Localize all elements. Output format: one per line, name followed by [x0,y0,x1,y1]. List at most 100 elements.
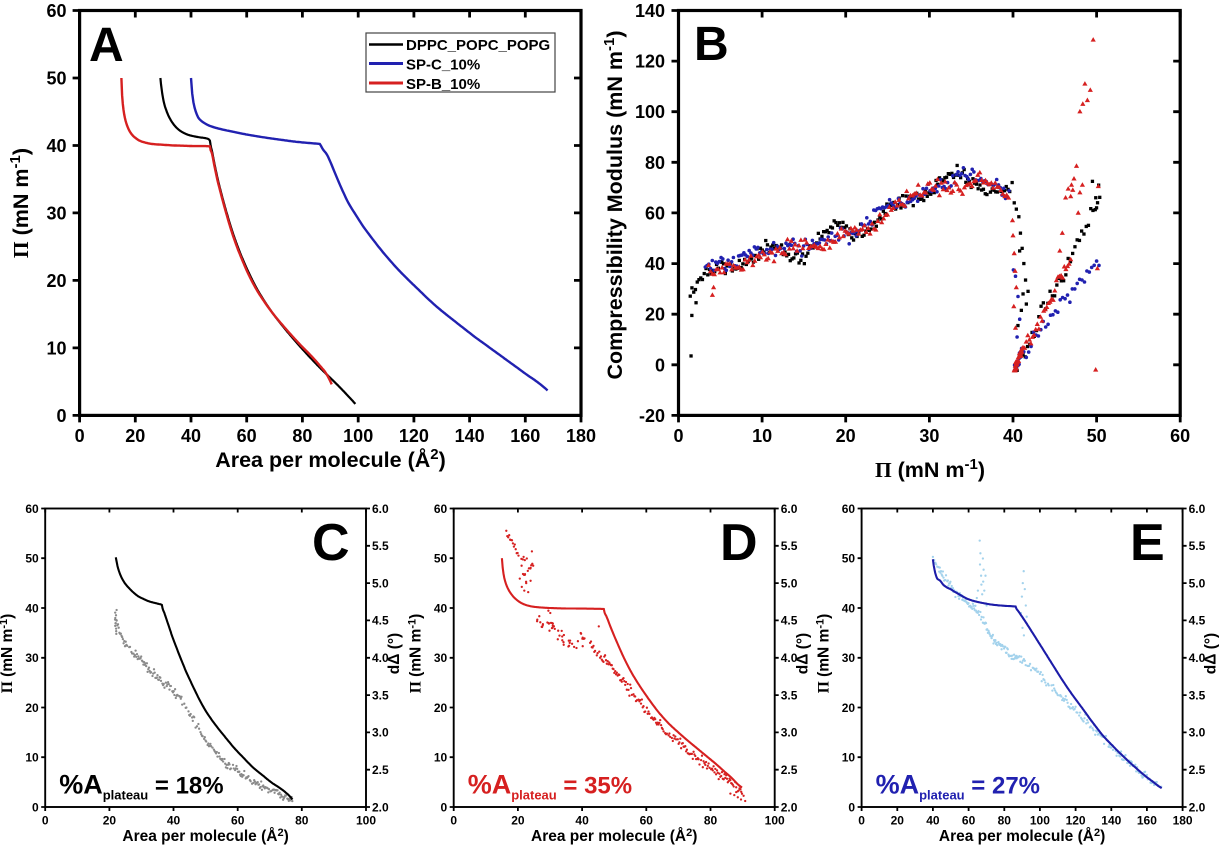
svg-text:Area per molecule (Å2): Area per molecule (Å2) [531,827,697,845]
svg-text:180: 180 [1173,814,1193,828]
svg-text:0: 0 [450,814,457,828]
svg-text:10: 10 [434,751,448,765]
svg-text:40: 40 [926,814,940,828]
svg-text:30: 30 [46,203,66,223]
svg-text:60: 60 [25,502,39,516]
svg-text:3.5: 3.5 [1189,688,1206,702]
svg-text:5.5: 5.5 [372,539,389,553]
svg-text:B: B [694,18,729,71]
svg-text:2.0: 2.0 [1189,800,1206,814]
svg-text:5.0: 5.0 [372,576,389,590]
svg-text:-20: -20 [639,406,665,426]
svg-text:D: D [720,514,758,572]
svg-text:40: 40 [181,426,201,446]
svg-text:40: 40 [1003,426,1023,446]
svg-text:SP-C_10%: SP-C_10% [406,57,480,74]
svg-text:2.5: 2.5 [372,763,389,777]
svg-text:10: 10 [46,338,66,358]
svg-text:20: 20 [125,426,145,446]
svg-text:50: 50 [1087,426,1107,446]
svg-text:Π (mN m-1): Π (mN m-1) [0,614,16,694]
svg-text:5.0: 5.0 [781,576,798,590]
svg-text:6.0: 6.0 [781,502,798,516]
svg-text:E: E [1130,514,1165,572]
svg-text:180: 180 [566,426,596,446]
svg-text:120: 120 [399,426,429,446]
svg-text:6.0: 6.0 [1189,502,1206,516]
svg-text:20: 20 [836,426,856,446]
svg-text:120: 120 [1066,814,1086,828]
svg-text:60: 60 [645,203,665,223]
svg-text:80: 80 [292,426,312,446]
svg-text:50: 50 [46,69,66,89]
svg-text:60: 60 [46,1,66,21]
svg-text:Compressibility Modulus (mN m-: Compressibility Modulus (mN m-1) [601,30,627,379]
svg-text:60: 60 [1170,426,1190,446]
svg-text:30: 30 [842,651,856,665]
svg-text:20: 20 [25,701,39,715]
svg-text:2.5: 2.5 [1189,763,1206,777]
svg-text:20: 20 [842,701,856,715]
svg-text:60: 60 [231,814,245,828]
svg-text:4.0: 4.0 [781,651,798,665]
svg-text:A: A [89,19,124,72]
svg-text:3.5: 3.5 [781,688,798,702]
svg-text:0: 0 [655,355,665,375]
svg-text:80: 80 [998,814,1012,828]
svg-text:60: 60 [237,426,257,446]
svg-text:0: 0 [75,426,85,446]
svg-text:40: 40 [25,601,39,615]
svg-text:0: 0 [42,814,49,828]
svg-text:100: 100 [1030,814,1050,828]
svg-text:3.5: 3.5 [372,688,389,702]
svg-text:4.5: 4.5 [372,614,389,628]
svg-text:3.0: 3.0 [1189,726,1206,740]
svg-text:100: 100 [635,102,665,122]
svg-text:160: 160 [1137,814,1157,828]
svg-text:100: 100 [765,814,785,828]
svg-text:60: 60 [962,814,976,828]
svg-text:4.0: 4.0 [1189,651,1206,665]
svg-text:120: 120 [635,52,665,72]
svg-text:100: 100 [356,814,376,828]
svg-text:5.5: 5.5 [781,539,798,553]
svg-text:C: C [312,514,350,572]
svg-text:100: 100 [343,426,373,446]
svg-text:4.0: 4.0 [372,651,389,665]
svg-text:2.5: 2.5 [781,763,798,777]
svg-text:5.0: 5.0 [1189,576,1206,590]
svg-text:140: 140 [635,1,665,21]
svg-text:40: 40 [167,814,181,828]
svg-text:DPPC_POPC_POPG: DPPC_POPC_POPG [406,37,550,54]
svg-text:10: 10 [25,751,39,765]
svg-text:20: 20 [511,814,525,828]
svg-text:10: 10 [842,751,856,765]
svg-text:2.0: 2.0 [781,800,798,814]
svg-text:80: 80 [645,153,665,173]
svg-text:10: 10 [752,426,772,446]
svg-text:Π (mN m-1): Π (mN m-1) [407,614,425,694]
svg-text:80: 80 [295,814,309,828]
svg-text:0: 0 [673,426,683,446]
svg-text:20: 20 [103,814,117,828]
svg-text:dΔ (°): dΔ (°) [795,633,812,674]
svg-text:4.5: 4.5 [1189,614,1206,628]
svg-text:2.0: 2.0 [372,800,389,814]
svg-text:40: 40 [46,136,66,156]
svg-text:50: 50 [434,552,448,566]
svg-text:SP-B_10%: SP-B_10% [406,76,480,93]
svg-text:0: 0 [441,800,448,814]
svg-text:Area per molecule (Å2): Area per molecule (Å2) [122,827,288,845]
svg-text:40: 40 [645,254,665,274]
svg-text:20: 20 [434,701,448,715]
svg-text:0: 0 [848,800,855,814]
svg-text:30: 30 [434,651,448,665]
svg-text:5.5: 5.5 [1189,539,1206,553]
svg-text:60: 60 [640,814,654,828]
svg-text:0: 0 [32,800,39,814]
svg-text:0: 0 [858,814,865,828]
svg-text:40: 40 [842,601,856,615]
svg-text:50: 50 [842,552,856,566]
svg-text:140: 140 [1101,814,1121,828]
svg-text:4.5: 4.5 [781,614,798,628]
